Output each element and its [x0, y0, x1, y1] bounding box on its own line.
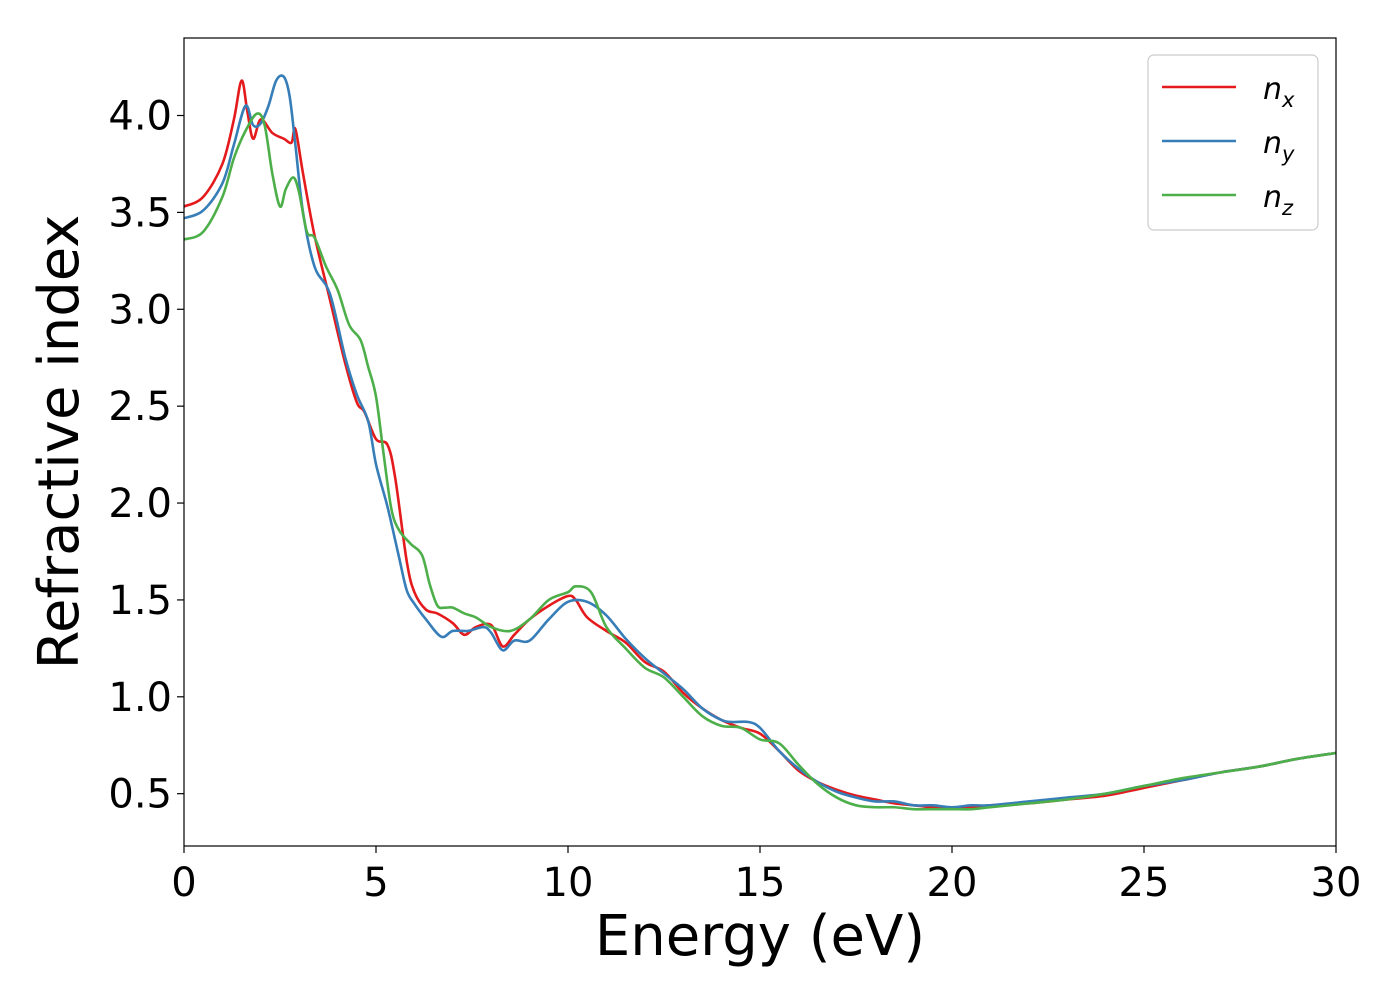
x-tick-label: 0 [171, 860, 196, 906]
y-tick-label: 1.5 [108, 578, 172, 624]
x-tick-label: 20 [927, 860, 978, 906]
y-tick-label: 3.0 [108, 287, 172, 333]
x-tick-label: 25 [1119, 860, 1170, 906]
y-axis-label: Refractive index [27, 215, 92, 670]
series-lines [183, 74, 1337, 811]
legend-label-subscript: x [1281, 88, 1295, 112]
y-tick-label: 0.5 [108, 772, 172, 818]
y-tick-label: 4.0 [108, 94, 172, 140]
legend-label-subscript: y [1281, 142, 1295, 166]
legend-label-subscript: z [1281, 196, 1294, 220]
y-tick-label: 3.5 [108, 190, 172, 236]
legend-box [1147, 54, 1319, 231]
y-axis-ticks: 0.5 1.0 1.5 2.0 2.5 3.0 3.5 4.0 [108, 94, 184, 818]
series-line-z [183, 112, 1337, 811]
y-tick-label: 2.0 [108, 481, 172, 527]
x-axis-ticks: 0 5 10 15 20 25 30 [171, 846, 1361, 906]
x-tick-label: 10 [543, 860, 594, 906]
x-tick-label: 5 [363, 860, 388, 906]
y-tick-label: 1.0 [108, 675, 172, 721]
x-axis-label: Energy (eV) [595, 904, 925, 969]
x-tick-label: 15 [735, 860, 786, 906]
series-line-y [183, 74, 1337, 809]
x-tick-label: 30 [1311, 860, 1362, 906]
y-tick-label: 2.5 [108, 384, 172, 430]
